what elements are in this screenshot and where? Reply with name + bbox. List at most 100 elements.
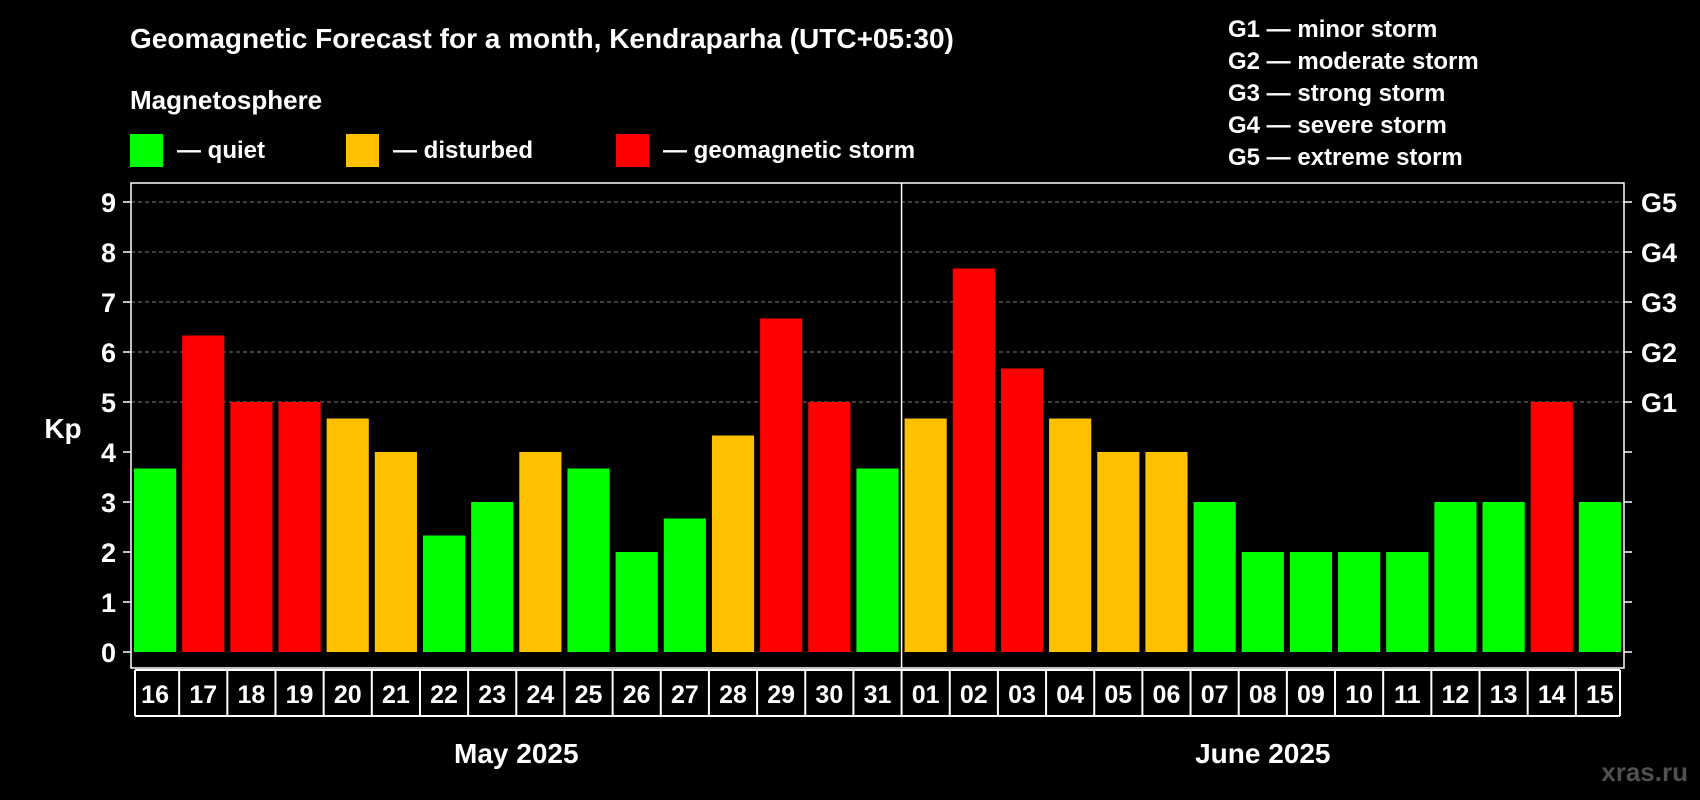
day-label-13: 13 [1490, 681, 1518, 709]
bar-17 [182, 335, 225, 652]
day-label-22: 22 [430, 681, 458, 709]
bar-22 [422, 535, 466, 652]
bar-21 [374, 452, 417, 652]
day-label-11: 11 [1394, 681, 1421, 709]
day-label-30: 30 [815, 681, 843, 709]
bar-31 [856, 468, 899, 652]
bar-07 [1193, 502, 1236, 652]
legend-label-disturbed: — disturbed [393, 137, 533, 164]
bar-06 [1145, 452, 1188, 652]
day-label-21: 21 [382, 681, 410, 709]
storm-scale-g4: G4 — severe storm [1228, 112, 1447, 139]
month-labels: May 2025 June 2025 [454, 738, 1330, 769]
watermark: xras.ru [1601, 757, 1688, 787]
storm-scale-g2: G2 — moderate storm [1228, 48, 1479, 75]
day-label-20: 20 [334, 681, 362, 709]
day-label-31: 31 [864, 681, 892, 709]
legend-label-storm: — geomagnetic storm [663, 137, 915, 164]
bar-28 [711, 435, 755, 652]
bar-29 [760, 318, 803, 652]
chart-title: Geomagnetic Forecast for a month, Kendra… [130, 23, 954, 54]
y-tick-label-7: 7 [101, 288, 116, 318]
day-label-07: 07 [1201, 681, 1229, 709]
bar-27 [663, 518, 706, 652]
g-label-G3: G3 [1641, 288, 1677, 318]
bar-14 [1530, 402, 1573, 652]
y-axis-label: Kp [44, 413, 81, 444]
bar-05 [1097, 452, 1140, 652]
day-label-05: 05 [1104, 681, 1132, 709]
bar-03 [1000, 368, 1044, 652]
y-tick-label-1: 1 [101, 588, 116, 618]
g-label-G2: G2 [1641, 338, 1677, 368]
day-label-15: 15 [1586, 681, 1614, 709]
y-tick-label-0: 0 [101, 638, 116, 668]
y-tick-label-8: 8 [101, 238, 116, 268]
day-label-26: 26 [623, 681, 651, 709]
day-label-23: 23 [478, 681, 506, 709]
day-label-06: 06 [1153, 681, 1181, 709]
day-label-19: 19 [286, 681, 314, 709]
y-tick-label-2: 2 [101, 538, 116, 568]
legend-label-quiet: — quiet [177, 137, 265, 164]
day-labels: 16 17 18 19 20 21 22 23 24 25 26 27 28 29 30 31 01 02 03 04… [134, 669, 1621, 717]
bar-10 [1338, 552, 1381, 652]
storm-scale-g3: G3 — strong storm [1228, 80, 1445, 107]
day-label-16: 16 [141, 681, 169, 709]
axes [123, 182, 1632, 669]
bar-30 [808, 402, 851, 652]
day-label-02: 02 [960, 681, 988, 709]
y-tick-label-5: 5 [101, 388, 116, 418]
grid-lines [131, 201, 1624, 403]
bars [134, 268, 1621, 652]
day-label-04: 04 [1056, 681, 1084, 709]
bar-12 [1434, 502, 1477, 652]
storm-scale-g1: G1 — minor storm [1228, 16, 1437, 43]
month-label-0: May 2025 [454, 738, 579, 769]
day-label-29: 29 [767, 681, 795, 709]
day-label-12: 12 [1442, 681, 1470, 709]
y-tick-label-3: 3 [101, 488, 116, 518]
bar-15 [1578, 502, 1621, 652]
bar-16 [134, 468, 177, 652]
bar-01 [904, 418, 947, 652]
bar-18 [230, 402, 273, 652]
plot-frame [130, 182, 1625, 669]
day-label-14: 14 [1538, 681, 1566, 709]
legend-swatch-storm [616, 134, 649, 167]
month-label-1: June 2025 [1195, 738, 1330, 769]
storm-scale-g5: G5 — extreme storm [1228, 144, 1463, 171]
bar-24 [519, 452, 562, 652]
day-label-10: 10 [1345, 681, 1373, 709]
bar-02 [952, 268, 995, 652]
day-label-18: 18 [237, 681, 265, 709]
bar-26 [615, 552, 658, 652]
bar-23 [471, 502, 514, 652]
bar-20 [326, 418, 369, 652]
day-label-03: 03 [1008, 681, 1036, 709]
day-label-28: 28 [719, 681, 747, 709]
bar-19 [278, 402, 321, 652]
day-label-09: 09 [1297, 681, 1325, 709]
day-label-01: 01 [912, 681, 940, 709]
bar-09 [1289, 552, 1333, 652]
g-label-G1: G1 [1641, 388, 1677, 418]
legend-swatch-disturbed [346, 134, 379, 167]
day-label-08: 08 [1249, 681, 1277, 709]
bar-04 [1049, 418, 1092, 652]
g-label-G5: G5 [1641, 188, 1677, 218]
g-label-G4: G4 [1641, 238, 1677, 268]
bar-13 [1482, 502, 1525, 652]
legend-swatch-quiet [130, 134, 163, 167]
y-tick-label-4: 4 [101, 438, 116, 468]
y-tick-label-9: 9 [101, 188, 116, 218]
day-label-25: 25 [575, 681, 603, 709]
day-label-17: 17 [189, 681, 217, 709]
legend-heading: Magnetosphere [130, 85, 322, 115]
tick-labels: 0 1 2 3 4 5 6 7 8 9 G1 G2 G3 G4 G5 [101, 188, 1677, 668]
bar-25 [567, 468, 610, 652]
bar-08 [1241, 552, 1284, 652]
bar-11 [1386, 552, 1429, 652]
y-tick-label-6: 6 [101, 338, 116, 368]
